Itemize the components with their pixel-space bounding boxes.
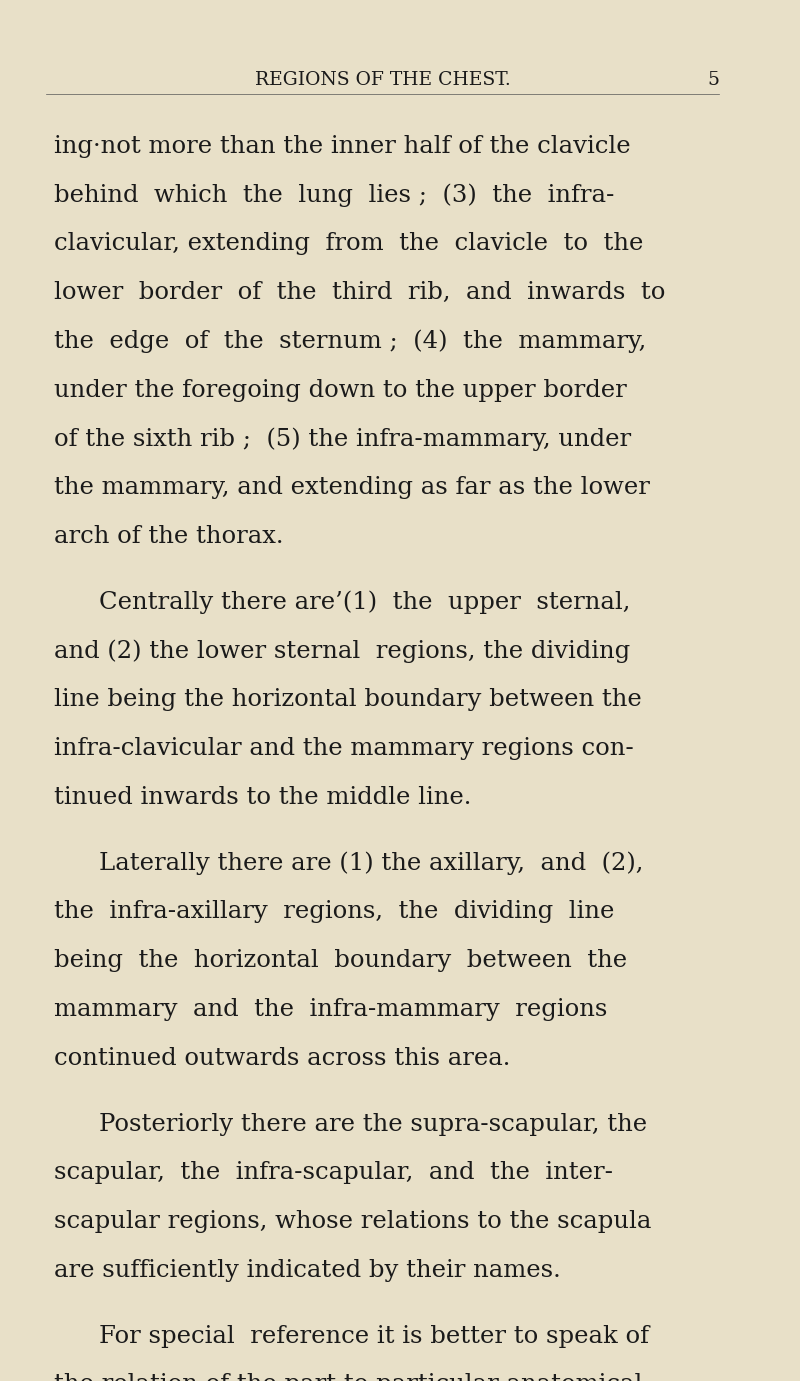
Text: scapular regions, whose relations to the scapula: scapular regions, whose relations to the… <box>54 1210 651 1233</box>
Text: tinued inwards to the middle line.: tinued inwards to the middle line. <box>54 786 471 809</box>
Text: under the foregoing down to the upper border: under the foregoing down to the upper bo… <box>54 378 626 402</box>
Text: For special  reference it is better to speak of: For special reference it is better to sp… <box>99 1324 650 1348</box>
Text: of the sixth rib ;  (5) the infra-mammary, under: of the sixth rib ; (5) the infra-mammary… <box>54 427 630 450</box>
Text: the relation of the part to particular anatomical: the relation of the part to particular a… <box>54 1374 642 1381</box>
Text: 5: 5 <box>707 70 719 88</box>
Text: clavicular, extending  from  the  clavicle  to  the: clavicular, extending from the clavicle … <box>54 232 643 255</box>
Text: ing·not more than the inner half of the clavicle: ing·not more than the inner half of the … <box>54 135 630 157</box>
Text: lower  border  of  the  third  rib,  and  inwards  to: lower border of the third rib, and inwar… <box>54 282 665 304</box>
Text: the  infra-axillary  regions,  the  dividing  line: the infra-axillary regions, the dividing… <box>54 900 614 924</box>
Text: Posteriorly there are the supra-scapular, the: Posteriorly there are the supra-scapular… <box>99 1113 648 1135</box>
Text: scapular,  the  infra-scapular,  and  the  inter-: scapular, the infra-scapular, and the in… <box>54 1161 613 1185</box>
Text: Centrally there are’(1)  the  upper  sternal,: Centrally there are’(1) the upper sterna… <box>99 591 631 615</box>
Text: infra-clavicular and the mammary regions con-: infra-clavicular and the mammary regions… <box>54 737 634 760</box>
Text: mammary  and  the  infra-mammary  regions: mammary and the infra-mammary regions <box>54 998 607 1021</box>
Text: line being the horizontal boundary between the: line being the horizontal boundary betwe… <box>54 688 642 711</box>
Text: arch of the thorax.: arch of the thorax. <box>54 525 283 548</box>
Text: are sufficiently indicated by their names.: are sufficiently indicated by their name… <box>54 1259 560 1282</box>
Text: and (2) the lower sternal  regions, the dividing: and (2) the lower sternal regions, the d… <box>54 639 630 663</box>
Text: the mammary, and extending as far as the lower: the mammary, and extending as far as the… <box>54 476 650 499</box>
Text: behind  which  the  lung  lies ;  (3)  the  infra-: behind which the lung lies ; (3) the inf… <box>54 184 614 207</box>
Text: the  edge  of  the  sternum ;  (4)  the  mammary,: the edge of the sternum ; (4) the mammar… <box>54 330 646 354</box>
Text: Laterally there are (1) the axillary,  and  (2),: Laterally there are (1) the axillary, an… <box>99 852 644 876</box>
Text: REGIONS OF THE CHEST.: REGIONS OF THE CHEST. <box>254 70 510 88</box>
Text: continued outwards across this area.: continued outwards across this area. <box>54 1047 510 1070</box>
Text: being  the  horizontal  boundary  between  the: being the horizontal boundary between th… <box>54 949 626 972</box>
